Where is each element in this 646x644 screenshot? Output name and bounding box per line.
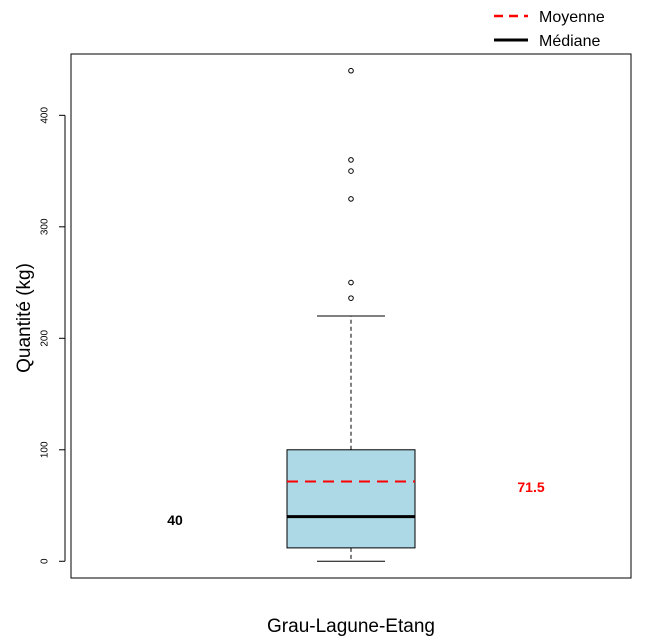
y-axis: 0 100 200 300 400 xyxy=(40,107,66,564)
legend-mean-label: Moyenne xyxy=(539,9,605,26)
box-plot xyxy=(286,315,416,562)
legend-median-label: Médiane xyxy=(539,33,600,50)
outlier-point xyxy=(348,295,354,301)
outlier-points xyxy=(348,67,354,301)
mean-value-label: 71.5 xyxy=(517,479,544,495)
outlier-point xyxy=(348,168,354,174)
y-tick-label: 100 xyxy=(40,441,51,458)
outlier-point xyxy=(348,157,354,163)
y-tick-label: 0 xyxy=(40,558,51,564)
outlier-point xyxy=(348,67,354,74)
median-value-label: 40 xyxy=(167,512,183,528)
outlier-point xyxy=(348,279,354,286)
outlier-point xyxy=(348,196,354,202)
interquartile-box xyxy=(286,449,416,549)
y-tick-label: 400 xyxy=(40,107,51,124)
x-axis-category-label: Grau-Lagune-Etang xyxy=(267,616,435,637)
y-tick-label: 200 xyxy=(40,330,51,347)
plot-frame xyxy=(70,53,632,579)
y-tick-label: 300 xyxy=(40,218,51,235)
legend: Moyenne Médiane xyxy=(494,9,605,50)
y-axis-title: Quantité (kg) xyxy=(14,263,35,373)
